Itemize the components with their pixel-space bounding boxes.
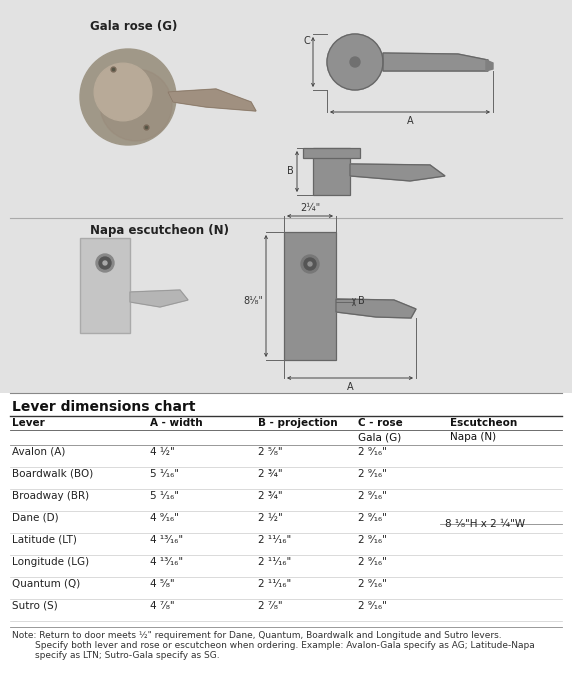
Text: specify as LTN; Sutro-Gala specify as SG.: specify as LTN; Sutro-Gala specify as SG… bbox=[12, 651, 220, 660]
Text: Gala (G): Gala (G) bbox=[358, 432, 401, 442]
Text: Napa escutcheon (N): Napa escutcheon (N) bbox=[90, 224, 229, 237]
Polygon shape bbox=[383, 53, 488, 71]
Circle shape bbox=[96, 254, 114, 272]
Circle shape bbox=[94, 63, 152, 121]
Circle shape bbox=[99, 257, 111, 269]
Text: 2 ⁵⁄₈": 2 ⁵⁄₈" bbox=[258, 447, 283, 457]
FancyBboxPatch shape bbox=[303, 148, 360, 158]
Text: Note: Return to door meets ½" requirement for Dane, Quantum, Boardwalk and Longi: Note: Return to door meets ½" requiremen… bbox=[12, 631, 502, 640]
Text: 2¼": 2¼" bbox=[300, 203, 320, 213]
Text: Broadway (BR): Broadway (BR) bbox=[12, 491, 89, 501]
Polygon shape bbox=[350, 164, 445, 181]
Text: Avalon (A): Avalon (A) bbox=[12, 447, 65, 457]
Text: 2 ⁹⁄₁₆": 2 ⁹⁄₁₆" bbox=[358, 579, 387, 589]
Circle shape bbox=[350, 57, 360, 67]
Text: 4 ¹³⁄₁₆": 4 ¹³⁄₁₆" bbox=[150, 557, 183, 567]
Text: 2 ¹¹⁄₁₆": 2 ¹¹⁄₁₆" bbox=[258, 557, 291, 567]
Text: 5 ¹⁄₁₆": 5 ¹⁄₁₆" bbox=[150, 469, 179, 479]
Text: 2 ⁹⁄₁₆": 2 ⁹⁄₁₆" bbox=[358, 491, 387, 501]
Text: 4 ¹³⁄₁₆": 4 ¹³⁄₁₆" bbox=[150, 535, 183, 545]
Text: Longitude (LG): Longitude (LG) bbox=[12, 557, 89, 567]
Text: 2 ½": 2 ½" bbox=[258, 513, 283, 523]
FancyBboxPatch shape bbox=[284, 232, 336, 360]
Text: 2 ¹¹⁄₁₆": 2 ¹¹⁄₁₆" bbox=[258, 535, 291, 545]
Text: 2 ⁹⁄₁₆": 2 ⁹⁄₁₆" bbox=[358, 535, 387, 545]
Text: Boardwalk (BO): Boardwalk (BO) bbox=[12, 469, 93, 479]
Text: 2 ¾": 2 ¾" bbox=[258, 491, 283, 501]
FancyBboxPatch shape bbox=[80, 238, 130, 332]
Polygon shape bbox=[168, 89, 256, 111]
Circle shape bbox=[301, 255, 319, 273]
Circle shape bbox=[80, 49, 176, 145]
Text: 2 ¾": 2 ¾" bbox=[258, 469, 283, 479]
Text: Latitude (LT): Latitude (LT) bbox=[12, 535, 77, 545]
Text: Napa (N): Napa (N) bbox=[450, 432, 496, 442]
Text: 2 ⁹⁄₁₆": 2 ⁹⁄₁₆" bbox=[358, 557, 387, 567]
Text: 2 ⁹⁄₁₆": 2 ⁹⁄₁₆" bbox=[358, 513, 387, 523]
FancyBboxPatch shape bbox=[0, 393, 572, 681]
Polygon shape bbox=[336, 299, 416, 318]
FancyBboxPatch shape bbox=[313, 148, 350, 195]
Text: Gala rose (G): Gala rose (G) bbox=[90, 20, 177, 33]
Text: Dane (D): Dane (D) bbox=[12, 513, 58, 523]
Text: Specify both lever and rose or escutcheon when ordering. Example: Avalon-Gala sp: Specify both lever and rose or escutcheo… bbox=[12, 641, 535, 650]
Text: 2 ⁹⁄₁₆": 2 ⁹⁄₁₆" bbox=[358, 601, 387, 611]
Polygon shape bbox=[486, 60, 493, 71]
Text: Quantum (Q): Quantum (Q) bbox=[12, 579, 80, 589]
Text: 2 ¹¹⁄₁₆": 2 ¹¹⁄₁₆" bbox=[258, 579, 291, 589]
Text: C - rose: C - rose bbox=[358, 418, 403, 428]
Text: A - width: A - width bbox=[150, 418, 202, 428]
Text: Sutro (S): Sutro (S) bbox=[12, 601, 58, 611]
Text: B - projection: B - projection bbox=[258, 418, 337, 428]
Circle shape bbox=[327, 34, 383, 90]
Text: 4 ⁷⁄₈": 4 ⁷⁄₈" bbox=[150, 601, 174, 611]
Text: 8 ¹⁄₈"H x 2 ¼"W: 8 ¹⁄₈"H x 2 ¼"W bbox=[445, 519, 525, 529]
Text: B: B bbox=[358, 296, 365, 306]
Text: Escutcheon: Escutcheon bbox=[450, 418, 517, 428]
Text: A: A bbox=[347, 382, 353, 392]
Text: Lever dimensions chart: Lever dimensions chart bbox=[12, 400, 196, 414]
Text: A: A bbox=[407, 116, 414, 126]
Text: 5 ¹⁄₁₆": 5 ¹⁄₁₆" bbox=[150, 491, 179, 501]
Circle shape bbox=[103, 261, 107, 265]
Text: 2 ⁹⁄₁₆": 2 ⁹⁄₁₆" bbox=[358, 469, 387, 479]
Text: 4 ½": 4 ½" bbox=[150, 447, 175, 457]
Circle shape bbox=[100, 69, 172, 141]
Circle shape bbox=[308, 262, 312, 266]
Circle shape bbox=[304, 258, 316, 270]
Text: 2 ⁹⁄₁₆": 2 ⁹⁄₁₆" bbox=[358, 447, 387, 457]
Polygon shape bbox=[130, 290, 188, 307]
Text: B: B bbox=[287, 166, 294, 176]
Text: Lever: Lever bbox=[12, 418, 45, 428]
Text: 4 ⁵⁄₈": 4 ⁵⁄₈" bbox=[150, 579, 174, 589]
Text: 8¹⁄₈": 8¹⁄₈" bbox=[243, 296, 263, 306]
Text: 4 ⁹⁄₁₆": 4 ⁹⁄₁₆" bbox=[150, 513, 179, 523]
Text: C: C bbox=[303, 36, 310, 46]
Text: 2 ⁷⁄₈": 2 ⁷⁄₈" bbox=[258, 601, 283, 611]
